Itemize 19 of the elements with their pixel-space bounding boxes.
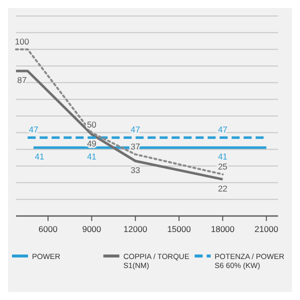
x-tick-label: 6000 (38, 224, 58, 234)
x-tick-label: 12000 (124, 224, 148, 234)
x-tick-label: 15000 (167, 224, 192, 234)
data-label: 87 (17, 75, 27, 85)
data-label: 100 (14, 36, 30, 46)
data-label: 49 (86, 138, 97, 148)
x-tick-label: 21000 (254, 224, 278, 234)
data-label: 41 (34, 152, 44, 162)
x-tick-label: 18000 (210, 224, 235, 234)
data-label: 41 (218, 152, 228, 162)
data-label: 47 (28, 124, 39, 135)
data-label: 33 (130, 165, 140, 175)
data-label: 41 (86, 152, 97, 162)
x-tick-label: 9000 (82, 224, 102, 234)
data-label: 22 (218, 183, 228, 194)
data-label: 47 (130, 124, 140, 135)
data-label: 47 (218, 124, 228, 135)
data-label: 50 (86, 120, 97, 130)
data-label: 25 (218, 161, 228, 172)
